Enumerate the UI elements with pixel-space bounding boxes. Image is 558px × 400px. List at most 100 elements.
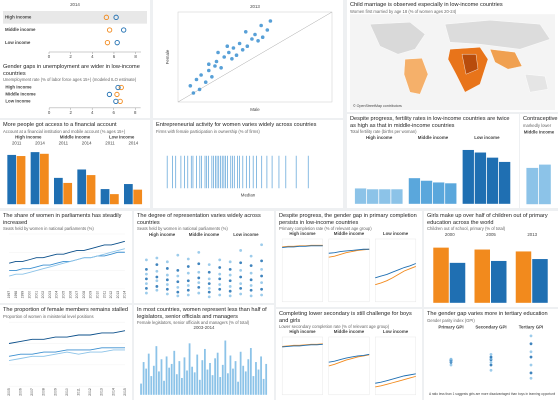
bar xyxy=(219,377,222,396)
panel-subtitle: Children out of school, primary (% of to… xyxy=(427,226,506,232)
bar xyxy=(367,189,379,205)
year-label: 2011 xyxy=(12,140,22,145)
bar xyxy=(526,167,539,204)
group-label: Middle income xyxy=(524,129,555,134)
dot xyxy=(228,279,232,283)
country xyxy=(461,53,479,75)
panel-label: Middle income xyxy=(334,231,365,236)
x-tick-label: 1997 xyxy=(7,291,11,299)
x-tick-label: 2007 xyxy=(75,291,79,299)
x-tick-label: 2005 xyxy=(7,388,11,396)
bar xyxy=(110,193,119,204)
dot xyxy=(228,289,232,293)
bar xyxy=(462,150,474,205)
bar xyxy=(155,346,158,396)
dot xyxy=(176,280,180,284)
country xyxy=(524,73,549,93)
panel-title: Contraceptive pre xyxy=(523,116,558,122)
series-line xyxy=(9,241,125,264)
dot xyxy=(249,264,253,268)
panel-title: The proportion of female members remains… xyxy=(3,307,128,313)
panel: The degree of representation varies wide… xyxy=(134,211,274,303)
country xyxy=(489,48,523,70)
panel-label: High income xyxy=(289,231,316,236)
dot xyxy=(176,269,180,272)
dot xyxy=(249,289,253,292)
dot xyxy=(218,288,222,291)
panel-chart: 1997 1998 1999 2000 2001 2002 2003 2004 2005 2006… xyxy=(7,233,127,299)
point xyxy=(210,75,214,79)
dot xyxy=(186,289,190,292)
panel-frame xyxy=(375,336,417,396)
dot xyxy=(249,271,253,275)
bar xyxy=(175,374,178,396)
dot xyxy=(165,260,169,264)
point xyxy=(194,77,199,82)
bar xyxy=(234,361,237,396)
x-tick-label: 2014 xyxy=(111,388,115,396)
panel-title: Girls make up over half of children out … xyxy=(427,213,548,226)
median-label: Median xyxy=(241,192,256,197)
marker xyxy=(121,27,127,33)
bar xyxy=(142,362,145,396)
point xyxy=(207,62,211,66)
point xyxy=(188,84,193,88)
dot xyxy=(197,262,201,266)
series-line xyxy=(375,263,416,279)
x-tick-label: 2000 xyxy=(27,291,31,299)
series-line xyxy=(328,354,370,367)
point xyxy=(214,59,219,64)
marker xyxy=(106,27,113,33)
diagonal xyxy=(177,11,333,103)
category-label: 2005 xyxy=(486,232,496,237)
x-tick-label: 2006 xyxy=(18,388,22,396)
dot xyxy=(207,295,211,299)
panel-title: In most countries, women represent less … xyxy=(137,307,267,320)
dot xyxy=(207,282,211,286)
bar xyxy=(173,351,176,396)
dot xyxy=(249,284,253,288)
dot xyxy=(529,376,533,380)
dot xyxy=(489,355,493,359)
panel-label: Middle income xyxy=(334,329,365,334)
point xyxy=(199,73,203,77)
panel: The share of women in parliaments has st… xyxy=(0,211,132,303)
dot xyxy=(218,277,222,281)
bar xyxy=(178,361,181,396)
dot xyxy=(155,256,159,260)
bar xyxy=(191,366,194,396)
dot xyxy=(165,288,169,291)
x-tick-label: 2015 xyxy=(123,388,127,396)
dot xyxy=(489,368,493,372)
x-tick-label: 1999 xyxy=(21,291,25,299)
dot xyxy=(145,287,148,290)
point xyxy=(250,37,254,41)
bar xyxy=(252,376,255,396)
y-axis-label: Female xyxy=(165,49,170,64)
point xyxy=(207,68,211,73)
dot xyxy=(260,281,263,285)
dot xyxy=(207,263,211,267)
dot xyxy=(260,293,263,297)
point xyxy=(227,50,231,55)
dot xyxy=(165,283,169,287)
tick-label: 4 xyxy=(91,110,94,115)
dot xyxy=(228,273,232,277)
plot-area xyxy=(177,11,333,103)
dot xyxy=(489,360,493,364)
group-label: High income xyxy=(149,232,176,237)
bar xyxy=(242,365,245,396)
panel-subtitle: Female legislators, senior officials and… xyxy=(137,320,250,326)
series-line xyxy=(328,354,370,363)
category-label: 2013 xyxy=(527,232,537,237)
dot xyxy=(218,258,222,262)
dot xyxy=(228,285,232,289)
marker xyxy=(103,14,110,20)
dot xyxy=(228,294,232,298)
panel-chart: 2000 2005 2013 xyxy=(433,232,548,304)
panel-label: High income xyxy=(289,329,316,334)
tick-label: 0 xyxy=(48,110,51,115)
bar xyxy=(163,380,165,396)
series-line xyxy=(9,248,125,277)
